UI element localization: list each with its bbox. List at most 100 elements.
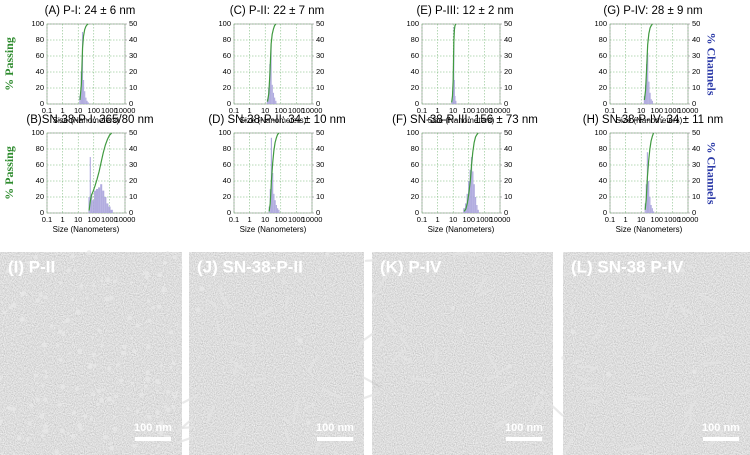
particle [606,371,612,377]
particle [99,397,104,403]
x-tick-label: 0.1 [42,215,52,224]
particle [74,386,80,392]
particle [475,441,479,445]
histogram-bar [87,102,89,104]
particle [60,384,66,390]
particle [70,434,76,439]
particle [78,427,83,431]
particle [73,269,77,272]
particle [129,282,133,285]
rod [529,395,541,415]
histogram-bar [476,205,478,213]
y2-tick-label: 0 [504,99,508,108]
passing-line [463,132,479,212]
particle [86,250,92,256]
particle [68,352,72,355]
x-tick-label: 1000 [101,215,118,224]
y-tick-label: 0 [227,99,231,108]
particle [111,399,115,403]
particle [145,376,151,382]
rod [623,408,632,412]
particle [195,307,201,313]
histogram-bar [271,84,273,104]
y2-tick-label: 20 [316,176,324,185]
rod [683,401,697,419]
histogram-bar [274,200,276,213]
passing-line [266,23,277,102]
particle [570,329,576,335]
histogram-bar [100,184,103,213]
y-tick-label: 60 [36,51,44,60]
particle [540,390,544,394]
particle [113,415,116,419]
particle [113,279,117,284]
particle [371,294,376,298]
histogram-bar [652,211,655,213]
y-tick-label: 0 [227,208,231,217]
rod [496,365,513,374]
x-tick-label: 1 [61,106,65,115]
rod [232,424,244,438]
rod [399,336,410,348]
y-tick-label: 80 [411,144,419,153]
y2-tick-label: 40 [129,35,137,44]
particle [38,292,43,297]
micrograph-bg [189,252,364,455]
particle [179,265,183,269]
micrograph: (K) P-IV 100 nm [358,251,564,455]
rod [333,450,338,455]
rod [284,429,290,443]
y-tick-label: 20 [411,192,419,201]
y-tick-label: 20 [411,83,419,92]
histogram-bar [470,157,473,213]
y2-tick-label: 30 [129,51,137,60]
x-tick-label: 1 [624,106,628,115]
particle [91,392,95,396]
particle [89,417,93,421]
particle [199,286,205,292]
chart-title: (A) P-I: 24 ± 6 nm [45,5,136,17]
x-tick-label: 10000 [490,106,511,115]
rod [377,340,383,351]
x-tick-label: 1000 [476,215,493,224]
x-tick-label: 1 [436,106,440,115]
y2-tick-label: 50 [504,19,512,28]
particle [57,402,63,407]
y2-tick-label: 50 [692,128,700,137]
y2-tick-label: 10 [504,192,512,201]
histogram-bar [269,64,271,104]
particle [172,254,177,260]
particle [238,452,242,455]
particle [135,323,141,328]
passing-line [268,132,280,212]
chart-title: (E) P-III: 12 ± 2 nm [416,5,513,17]
rod [701,336,718,344]
histogram-bar [92,200,95,213]
y2-tick-label: 40 [129,144,137,153]
particle [132,443,137,449]
histogram-bar [83,80,85,104]
rod [718,427,725,438]
particle [19,317,24,322]
x-tick-label: 1 [61,215,65,224]
x-tick-label: 10000 [115,215,136,224]
y2-tick-label: 0 [504,208,508,217]
y2-tick-label: 30 [692,160,700,169]
particle [56,343,60,347]
rod [547,400,564,417]
particle [171,444,174,447]
rod [478,288,494,296]
passing-line [88,132,113,211]
particle [121,344,127,350]
particle [25,438,30,442]
y-tick-label: 60 [223,160,231,169]
particle [391,332,395,336]
histogram-bar [90,193,93,213]
y2-tick-label: 30 [692,51,700,60]
histogram-bar [86,100,88,104]
rod [378,272,389,289]
particle [162,260,167,265]
plot-area [421,132,501,214]
rod [562,270,580,276]
y-tick-label: 100 [31,128,44,137]
